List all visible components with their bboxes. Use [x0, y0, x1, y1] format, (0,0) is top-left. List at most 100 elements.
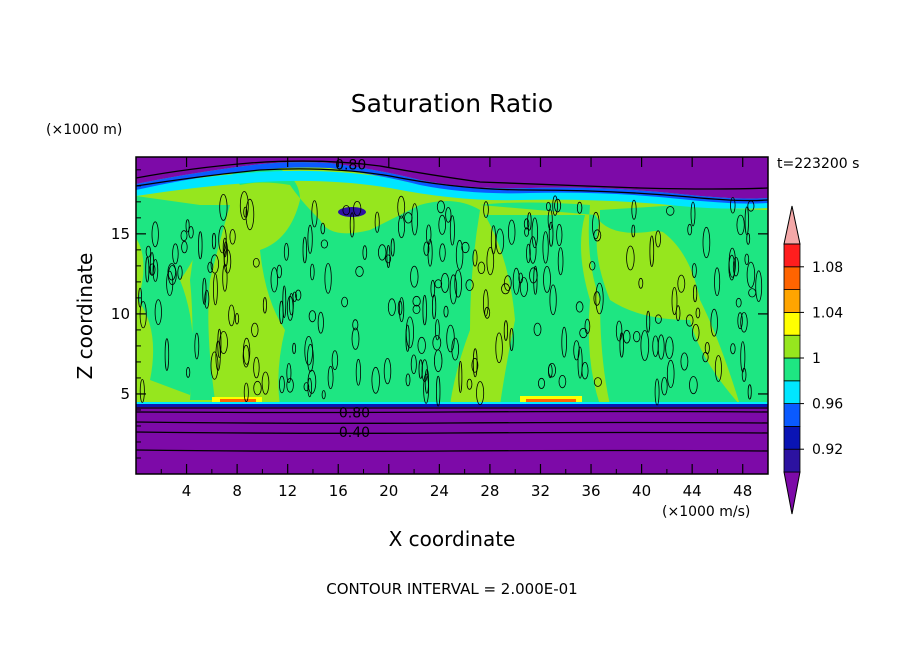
texture-contour	[451, 337, 460, 361]
texture-contour	[223, 241, 228, 267]
texture-contour	[251, 322, 259, 338]
texture-contour	[748, 288, 757, 298]
texture-contour	[145, 256, 150, 283]
texture-contour	[286, 295, 294, 321]
colorbar-label: 1.08	[812, 260, 843, 276]
texture-contour	[691, 263, 697, 278]
texture-contour	[398, 297, 405, 323]
texture-contour	[145, 245, 152, 258]
contour-labels: 0.80 0.80 0.40	[335, 157, 370, 440]
x-tick-label: 20	[379, 482, 398, 500]
texture-contour	[417, 336, 426, 354]
texture-contour	[355, 266, 364, 277]
texture-contour	[524, 227, 529, 237]
texture-contour	[342, 205, 351, 216]
contour-line	[136, 160, 768, 190]
texture-contour	[484, 306, 491, 319]
texture-contour	[471, 357, 479, 373]
texture-contour	[692, 284, 698, 303]
texture-contour	[631, 199, 637, 220]
texture-contour	[702, 226, 711, 259]
texture-contour	[576, 201, 583, 214]
texture-contour	[579, 327, 588, 339]
x-tick-label: 8	[232, 482, 242, 500]
texture-contour	[543, 265, 551, 293]
supersaturated-patches	[212, 396, 582, 402]
texture-contour	[321, 390, 326, 400]
texture-contour	[204, 289, 210, 309]
texture-contour	[735, 297, 742, 308]
texture-contour	[282, 285, 287, 319]
texture-contour	[710, 308, 718, 337]
texture-contour	[649, 235, 655, 267]
texture-contour	[262, 297, 267, 314]
texture-contour	[177, 265, 183, 280]
texture-contour	[222, 237, 227, 258]
texture-contour	[646, 310, 651, 333]
texture-contour	[577, 346, 583, 379]
colorbar-lower-extension	[783, 471, 801, 515]
texture-contour	[546, 201, 551, 212]
texture-contour	[324, 263, 332, 294]
texture-contour	[418, 359, 423, 379]
texture-contour	[253, 380, 262, 396]
texture-contour	[465, 279, 474, 291]
texture-contour	[320, 222, 326, 235]
texture-contour	[239, 191, 249, 221]
texture-contour	[288, 293, 294, 316]
texture-contour	[548, 221, 554, 247]
texture-contour	[495, 332, 503, 364]
texture-contour	[665, 336, 674, 359]
texture-contour	[573, 340, 580, 361]
texture-contour	[443, 305, 449, 318]
texture-contour	[730, 343, 736, 355]
texture-contour	[633, 330, 641, 343]
texture-contour	[472, 348, 478, 378]
texture-contour	[747, 384, 752, 400]
texture-contour	[303, 382, 310, 392]
texture-contour	[557, 247, 564, 276]
texture-contour	[501, 283, 510, 295]
texture-contour	[638, 277, 644, 289]
texture-contour	[320, 239, 328, 249]
texture-contour	[531, 217, 538, 249]
contour-label: 0.80	[335, 157, 366, 173]
texture-contour	[661, 377, 668, 396]
texture-contour	[217, 328, 222, 358]
texture-contour	[495, 228, 505, 255]
texture-contour	[371, 366, 380, 394]
texture-contour	[575, 301, 584, 313]
texture-contour	[558, 374, 567, 389]
texture-contour	[327, 365, 334, 390]
texture-contour	[730, 197, 736, 214]
texture-contour	[554, 198, 562, 213]
texture-contour	[449, 274, 458, 305]
texture-contour	[547, 364, 553, 379]
texture-contour	[736, 214, 745, 236]
texture-contour	[286, 362, 292, 383]
texture-contour	[677, 274, 686, 293]
texture-contour	[148, 263, 156, 276]
texture-contour	[680, 352, 689, 371]
texture-contour	[689, 376, 698, 395]
texture-contour	[166, 270, 174, 296]
x-tick-label: 40	[632, 482, 651, 500]
texture-contour	[434, 349, 443, 373]
texture-contour	[655, 314, 662, 324]
chart-title: Saturation Ratio	[351, 89, 553, 118]
texture-contour	[386, 244, 391, 268]
texture-contour	[503, 275, 512, 291]
contour-line	[136, 449, 768, 452]
y-unit-label: (×1000 m)	[46, 122, 122, 138]
texture-contour	[211, 232, 217, 250]
texture-contour	[353, 200, 362, 216]
texture-contour	[477, 261, 486, 275]
texture-contour	[308, 310, 317, 323]
x-tick-label: 16	[329, 482, 348, 500]
texture-contour	[690, 201, 696, 227]
texture-contour	[439, 243, 446, 262]
texture-contour	[737, 312, 743, 330]
texture-contour	[526, 243, 531, 264]
texture-contour	[341, 296, 349, 308]
